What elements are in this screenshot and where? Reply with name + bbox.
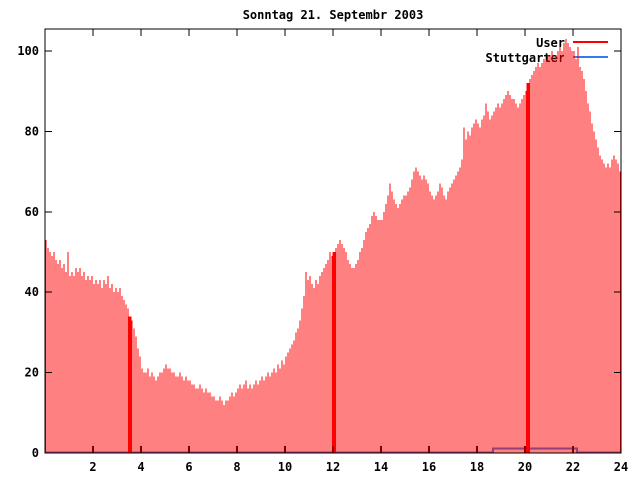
x-tick-label: 8: [233, 460, 240, 474]
y-tick-label: 20: [25, 366, 39, 380]
x-tick-label: 22: [566, 460, 580, 474]
x-tick-label: 18: [470, 460, 484, 474]
y-tick-label: 40: [25, 285, 39, 299]
x-tick-label: 20: [518, 460, 532, 474]
x-tick-label: 4: [137, 460, 144, 474]
y-tick-label: 100: [17, 44, 39, 58]
legend-label-user: User: [536, 36, 565, 50]
x-tick-label: 24: [614, 460, 628, 474]
x-tick-label: 14: [374, 460, 388, 474]
legend: User Stuttgarter: [486, 36, 608, 65]
x-tick-label: 10: [278, 460, 292, 474]
x-tick-label: 16: [422, 460, 436, 474]
y-tick-label: 80: [25, 124, 39, 138]
x-tick-label: 2: [89, 460, 96, 474]
x-tick-label: 6: [185, 460, 192, 474]
x-tick-label: 12: [326, 460, 340, 474]
y-tick-label: 60: [25, 205, 39, 219]
chart-title: Sonntag 21. Septembr 2003: [243, 8, 424, 22]
y-tick-label: 0: [32, 446, 39, 460]
user-impulses: [45, 38, 621, 453]
legend-label-stuttgarter: Stuttgarter: [486, 51, 565, 65]
